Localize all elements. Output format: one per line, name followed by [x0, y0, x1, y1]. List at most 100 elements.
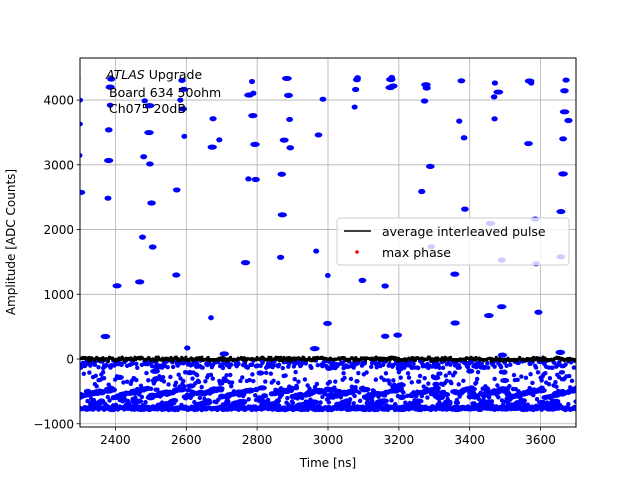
data-point	[226, 399, 231, 405]
data-point	[356, 370, 361, 376]
data-point	[391, 362, 396, 368]
data-point	[556, 208, 566, 215]
data-point	[168, 374, 173, 380]
data-point	[231, 389, 237, 394]
data-point	[249, 387, 254, 393]
data-point	[281, 75, 292, 82]
data-point	[354, 75, 361, 81]
atlas-annotation: ATLAS Upgrade Board 634 50ohm Ch075 20dB	[105, 67, 221, 116]
data-point	[166, 382, 171, 387]
data-point	[240, 375, 245, 380]
data-point	[91, 397, 97, 403]
data-point	[368, 392, 373, 398]
data-point	[134, 361, 139, 366]
data-point	[563, 390, 568, 396]
data-point	[134, 377, 139, 383]
data-point	[122, 393, 127, 399]
data-point	[216, 137, 223, 143]
data-point	[181, 378, 186, 384]
data-point	[295, 396, 300, 401]
data-point	[240, 260, 251, 266]
data-point	[566, 402, 571, 407]
data-point	[511, 372, 517, 378]
data-point	[369, 364, 374, 370]
data-point	[563, 362, 568, 367]
data-point	[135, 365, 140, 371]
data-point	[108, 385, 113, 390]
data-point	[332, 385, 337, 390]
data-point	[313, 248, 320, 254]
data-point	[144, 129, 154, 136]
data-point	[112, 362, 118, 367]
data-point	[492, 364, 497, 369]
data-point	[351, 365, 356, 370]
data-point	[562, 77, 570, 83]
data-point	[481, 397, 486, 402]
data-point	[472, 401, 477, 406]
data-point	[80, 97, 84, 103]
data-point	[460, 135, 468, 141]
data-point	[567, 373, 572, 379]
data-point	[405, 371, 411, 376]
data-point	[497, 352, 508, 358]
data-point	[388, 83, 398, 89]
y-tick-label: 0	[66, 353, 74, 367]
data-point	[434, 382, 439, 387]
data-point	[135, 279, 145, 285]
data-point	[247, 377, 252, 383]
data-point	[107, 398, 112, 403]
data-point	[535, 370, 541, 375]
data-point	[248, 113, 258, 119]
data-point	[314, 132, 323, 138]
data-point	[531, 392, 536, 398]
data-point	[275, 380, 281, 386]
data-point	[339, 391, 344, 397]
data-point	[242, 361, 248, 366]
data-point	[188, 395, 193, 401]
data-point	[302, 377, 308, 382]
data-point	[554, 384, 559, 389]
x-tick-label: 2800	[242, 433, 273, 447]
data-point	[182, 384, 187, 389]
data-point	[303, 361, 309, 366]
data-point	[161, 379, 167, 384]
data-point	[409, 380, 414, 385]
data-point	[491, 116, 498, 122]
data-point	[274, 391, 279, 396]
data-point	[309, 345, 320, 352]
data-point	[251, 176, 260, 183]
data-point	[524, 390, 530, 396]
data-point	[165, 392, 170, 397]
data-point	[172, 272, 181, 278]
data-point	[351, 401, 356, 406]
x-tick-label: 2600	[171, 433, 202, 447]
x-axis-label: Time [ns]	[299, 456, 356, 470]
data-point	[383, 371, 389, 376]
data-point	[341, 370, 346, 376]
data-point	[197, 395, 203, 401]
data-point	[381, 283, 389, 289]
data-point	[264, 370, 269, 375]
data-point	[573, 385, 576, 391]
data-point	[250, 372, 255, 377]
data-point	[107, 76, 116, 82]
data-point	[271, 363, 276, 368]
data-point	[292, 376, 297, 382]
data-point	[386, 76, 396, 83]
data-point	[414, 394, 419, 399]
data-point	[381, 377, 387, 383]
data-point	[219, 381, 225, 386]
annotation-line-3: Ch075 20dB	[109, 101, 186, 116]
data-point	[177, 97, 184, 103]
data-point	[338, 395, 344, 400]
data-point	[416, 365, 421, 371]
data-point	[447, 370, 452, 376]
data-point	[456, 118, 463, 124]
data-point	[277, 212, 287, 218]
data-point	[280, 365, 285, 371]
data-point	[297, 402, 302, 407]
data-point	[373, 377, 379, 382]
data-point	[464, 386, 470, 391]
data-point	[534, 397, 540, 402]
y-tick-label: 4000	[43, 94, 74, 108]
